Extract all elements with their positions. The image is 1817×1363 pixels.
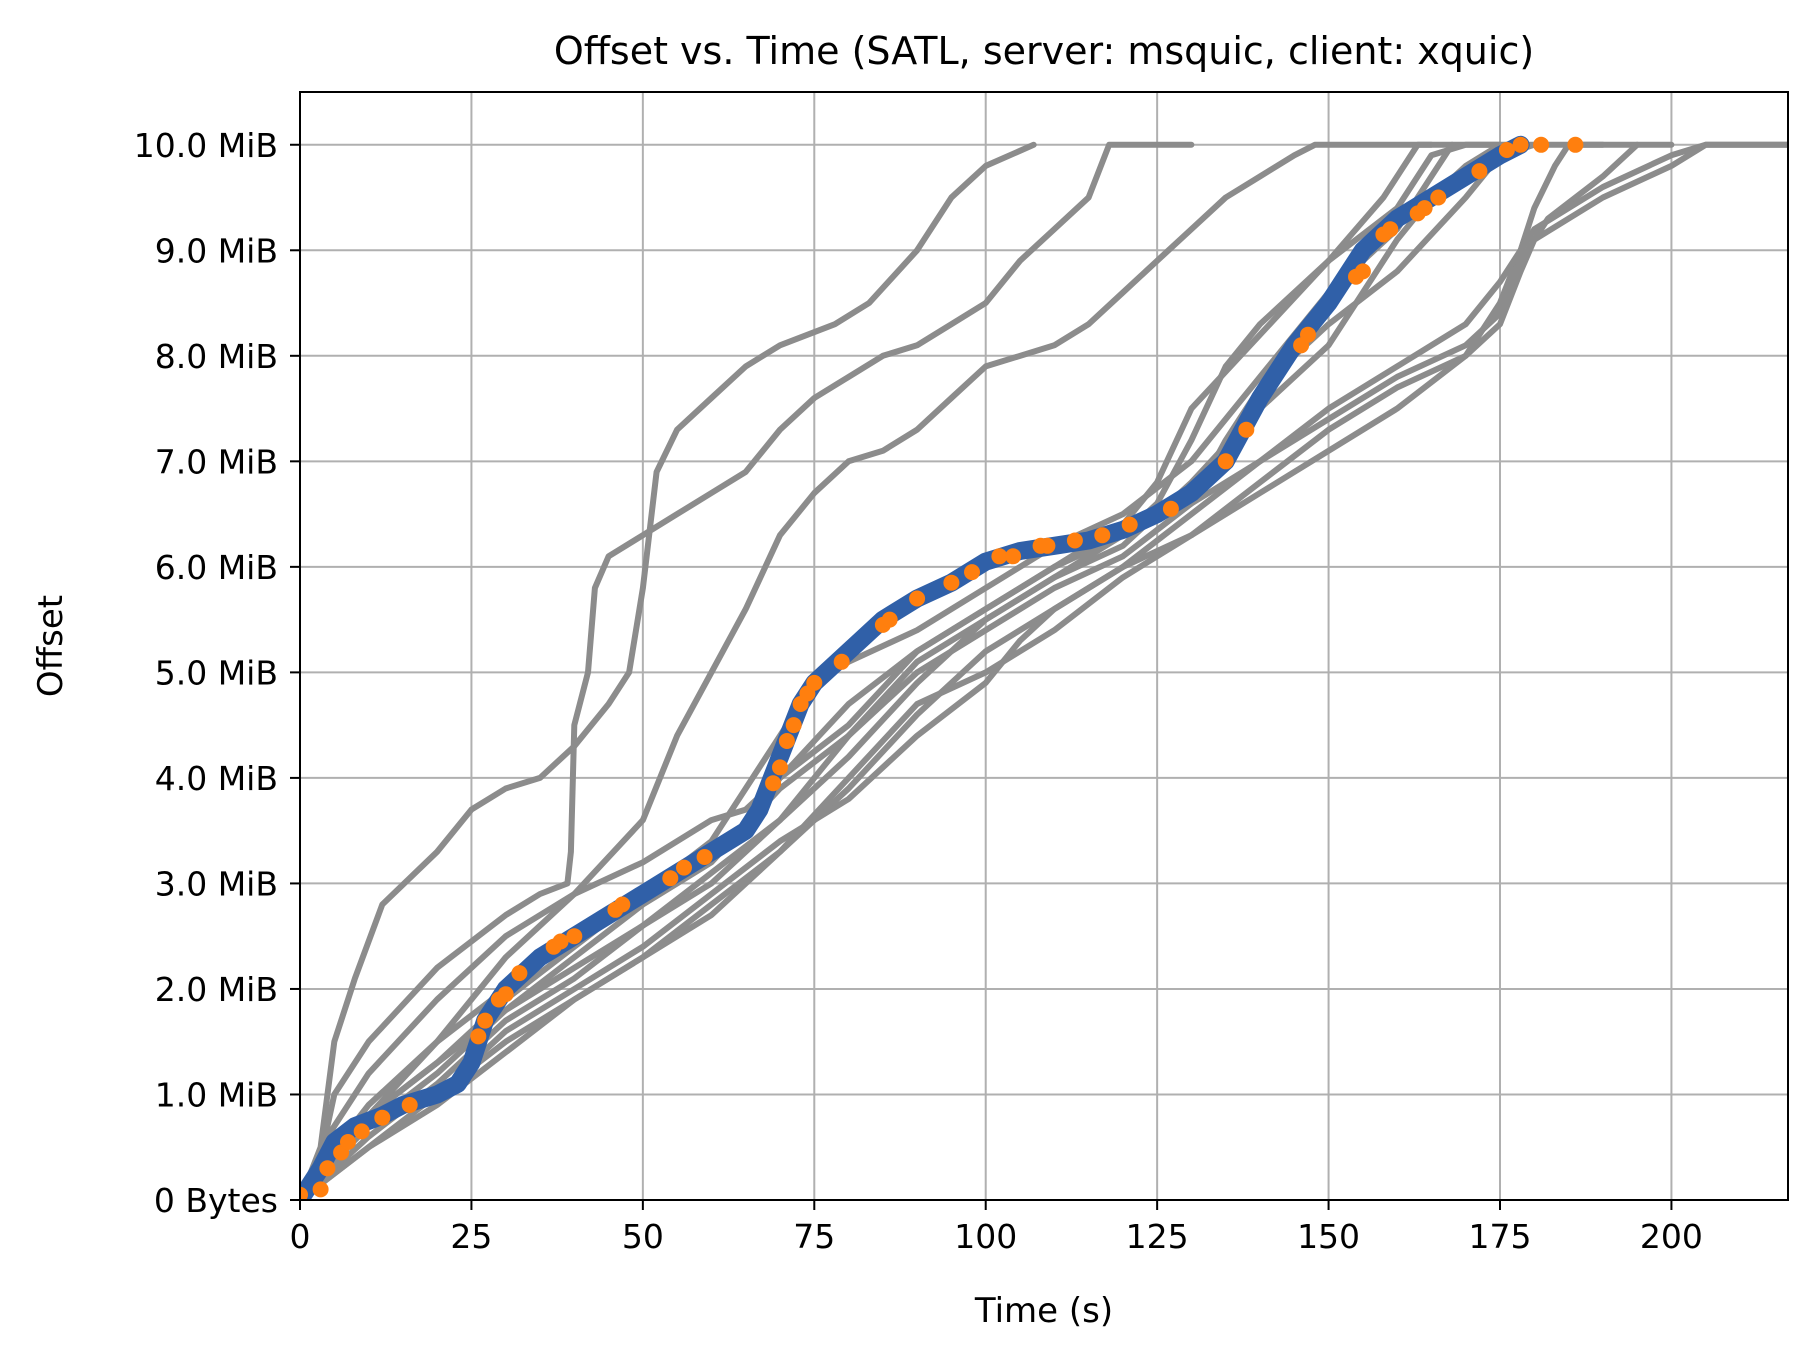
background-run-line <box>300 141 1435 1200</box>
y-tick-label: 2.0 MiB <box>155 970 278 1009</box>
plot-frame <box>299 91 1789 1201</box>
grid <box>299 92 1788 1201</box>
highlight-marker <box>552 933 569 950</box>
x-tick-label: 75 <box>793 1217 835 1256</box>
highlight-marker <box>1162 500 1179 517</box>
highlight-marker <box>772 759 788 776</box>
background-run-line <box>300 141 1503 1200</box>
highlight-markers <box>300 136 1584 1200</box>
y-axis: 0 Bytes 1.0 MiB 2.0 MiB 3.0 MiB 4.0 MiB 5.0 M… <box>134 126 300 1220</box>
chart-title: Offset vs. Time (SATL, server: msquic, c… <box>554 29 1534 73</box>
highlight-marker <box>909 590 926 607</box>
background-run-line <box>300 141 1195 1200</box>
highlight-marker <box>662 870 679 887</box>
x-tick-label: 50 <box>622 1217 664 1256</box>
highlight-marker <box>1039 537 1056 554</box>
highlight-marker <box>470 1028 487 1045</box>
x-tick-label: 150 <box>1297 1217 1360 1256</box>
highlight-marker <box>300 1186 308 1200</box>
x-tick-label: 25 <box>450 1217 492 1256</box>
x-tick-label: 0 <box>290 1217 311 1256</box>
highlight-marker <box>1471 163 1488 180</box>
plot-area <box>300 135 1788 1200</box>
highlight-marker <box>1121 516 1138 533</box>
y-tick-label: 7.0 MiB <box>155 442 278 481</box>
highlight-marker <box>1567 136 1584 153</box>
highlight-marker <box>778 733 795 749</box>
highlight-marker <box>340 1134 356 1150</box>
y-tick-label: 1.0 MiB <box>155 1075 278 1114</box>
highlight-marker <box>353 1123 370 1140</box>
highlight-marker <box>312 1181 329 1198</box>
highlight-marker <box>497 986 514 1003</box>
highlight-marker <box>1430 189 1447 206</box>
highlight-marker <box>881 611 898 628</box>
highlight-marker <box>374 1109 391 1126</box>
highlight-marker <box>765 775 782 792</box>
highlight-marker <box>566 928 583 945</box>
background-run-line <box>300 141 1788 1200</box>
background-run-line <box>300 141 1037 1200</box>
highlight-marker <box>1498 142 1515 158</box>
highlight-marker <box>1217 453 1234 470</box>
highlight-marker <box>806 674 823 691</box>
x-axis: 0 25 50 75 100 125 150 175 200 <box>290 1200 1703 1256</box>
y-tick-label: 8.0 MiB <box>155 337 278 376</box>
highlight-marker <box>477 1012 494 1029</box>
background-run-line <box>300 141 1641 1200</box>
y-tick-label: 0 Bytes <box>154 1181 278 1220</box>
x-axis-label: Time (s) <box>974 1291 1113 1331</box>
highlight-marker <box>991 548 1008 565</box>
y-tick-label: 3.0 MiB <box>155 864 278 903</box>
x-tick-label: 175 <box>1469 1217 1532 1256</box>
x-tick-label: 125 <box>1126 1217 1189 1256</box>
highlight-marker <box>1533 136 1550 153</box>
highlight-marker <box>1066 532 1083 549</box>
highlight-marker <box>676 859 692 876</box>
highlight-marker <box>1512 136 1529 153</box>
y-tick-label: 9.0 MiB <box>155 231 278 270</box>
highlight-marker <box>1300 326 1316 343</box>
highlight-marker <box>1416 200 1433 217</box>
y-tick-label: 6.0 MiB <box>155 548 278 587</box>
y-tick-label: 4.0 MiB <box>155 759 278 798</box>
x-tick-label: 100 <box>954 1217 1017 1256</box>
highlight-marker <box>696 849 713 865</box>
highlight-marker <box>964 564 980 581</box>
highlight-marker <box>833 653 850 670</box>
x-tick-label: 200 <box>1640 1217 1703 1256</box>
highlight-marker <box>785 717 802 734</box>
y-axis-label: Offset <box>31 595 71 697</box>
highlight-marker <box>1094 527 1111 544</box>
highlight-marker <box>1382 221 1399 238</box>
y-tick-label: 5.0 MiB <box>155 653 278 692</box>
highlight-marker <box>511 965 528 982</box>
highlight-marker <box>943 574 960 591</box>
highlight-marker <box>319 1160 336 1177</box>
highlight-marker <box>401 1097 418 1113</box>
highlight-marker <box>1005 548 1022 565</box>
highlight-marker <box>614 896 631 913</box>
highlight-marker <box>1238 421 1255 438</box>
y-tick-label: 10.0 MiB <box>134 126 278 165</box>
highlight-marker <box>1354 263 1371 280</box>
